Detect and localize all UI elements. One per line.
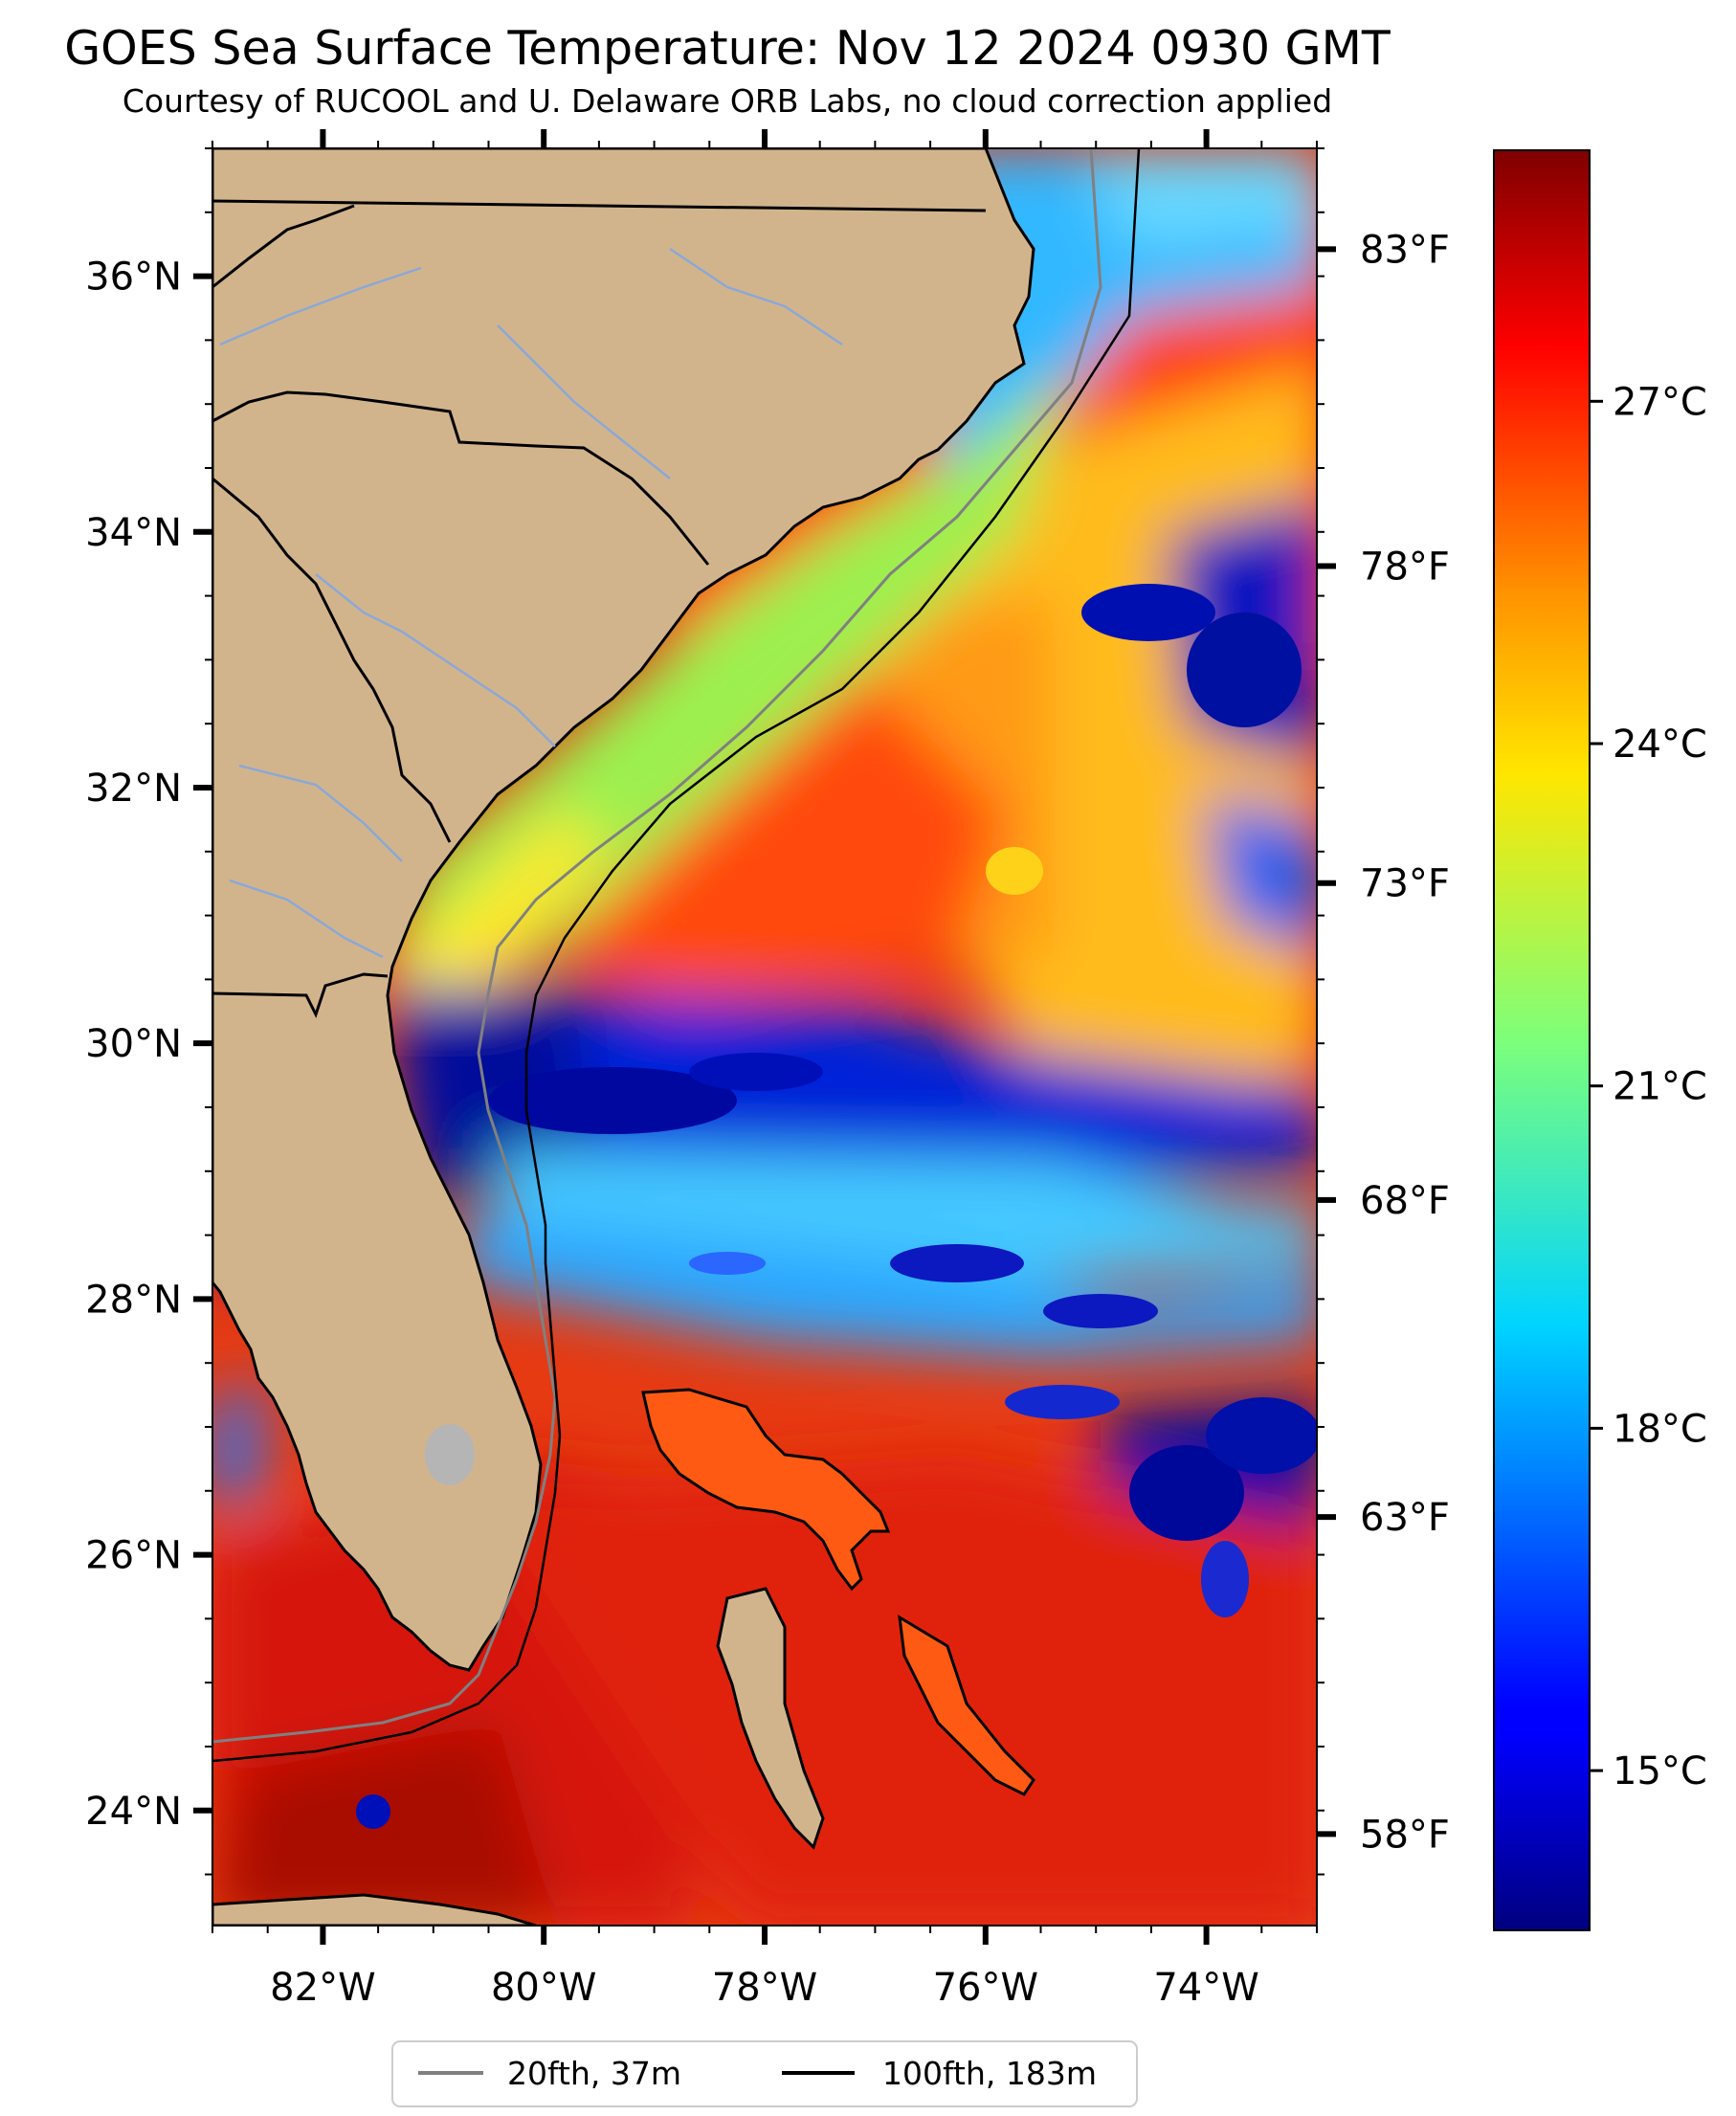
isobath-20fth xyxy=(212,148,1102,1744)
lat-tick-label: 36°N xyxy=(85,256,182,300)
fahrenheit-tick-label: 73°F xyxy=(1360,862,1450,906)
lon-tick-label: 76°W xyxy=(933,1966,1038,2010)
lat-tick-label: 26°N xyxy=(85,1534,182,1578)
fahrenheit-tick-label: 68°F xyxy=(1360,1179,1450,1223)
legend: 20fth, 37m 100fth, 183m xyxy=(391,2040,1138,2107)
colorbar-ticks: 27°C 24°C 21°C 18°C 15°C xyxy=(1590,380,1707,1793)
colorbar-gradient xyxy=(1493,149,1591,1931)
colorbar-tick-label: 21°C xyxy=(1613,1065,1707,1109)
us-mainland xyxy=(212,148,1035,1672)
lat-tick-label: 30°N xyxy=(85,1022,182,1066)
abaco-island xyxy=(641,1388,891,1592)
fahrenheit-tick-label: 58°F xyxy=(1360,1813,1450,1857)
colorbar-tick-label: 27°C xyxy=(1613,380,1707,424)
legend-label-20fth: 20fth, 37m xyxy=(507,2055,681,2092)
eleuthera-island xyxy=(898,1615,1035,1796)
lat-tick-label: 28°N xyxy=(85,1278,182,1322)
map-panel: 36°N 34°N 32°N 30°N 28°N 26°N 24°N 82°W 80°W 78°W… xyxy=(85,129,1450,2010)
lon-tick-label: 74°W xyxy=(1153,1966,1258,2010)
chart-subtitle: Courtesy of RUCOOL and U. Delaware ORB L… xyxy=(122,82,1333,120)
cloud-speckles xyxy=(356,584,1317,1829)
land xyxy=(212,148,1035,1926)
colorbar-tick-label: 15°C xyxy=(1613,1749,1707,1793)
fahrenheit-tick-label: 78°F xyxy=(1360,546,1450,590)
lon-tick-label: 78°W xyxy=(712,1966,817,2010)
lat-tick-label: 24°N xyxy=(85,1790,182,1834)
colorbar: 27°C 24°C 21°C 18°C 15°C xyxy=(1493,149,1707,1931)
andros-island xyxy=(716,1587,825,1850)
colorbar-tick-label: 18°C xyxy=(1613,1407,1707,1451)
cuba-north-coast xyxy=(212,1893,537,1926)
chart-title: GOES Sea Surface Temperature: Nov 12 202… xyxy=(64,21,1391,76)
lon-tick-label: 82°W xyxy=(270,1966,375,2010)
lat-tick-label: 32°N xyxy=(85,767,182,811)
lon-tick-label: 80°W xyxy=(491,1966,596,2010)
lake-okeechobee xyxy=(425,1424,475,1485)
fahrenheit-tick-label: 63°F xyxy=(1360,1496,1450,1540)
legend-box xyxy=(391,2040,1138,2107)
isobath-100fth xyxy=(212,148,1141,1763)
map-ticks: 36°N 34°N 32°N 30°N 28°N 26°N 24°N 82°W 80°W 78°W… xyxy=(85,129,1450,2010)
lat-tick-label: 34°N xyxy=(85,511,182,555)
legend-label-100fth: 100fth, 183m xyxy=(882,2055,1097,2092)
fahrenheit-tick-label: 83°F xyxy=(1360,228,1450,272)
colorbar-tick-label: 24°C xyxy=(1613,723,1707,767)
